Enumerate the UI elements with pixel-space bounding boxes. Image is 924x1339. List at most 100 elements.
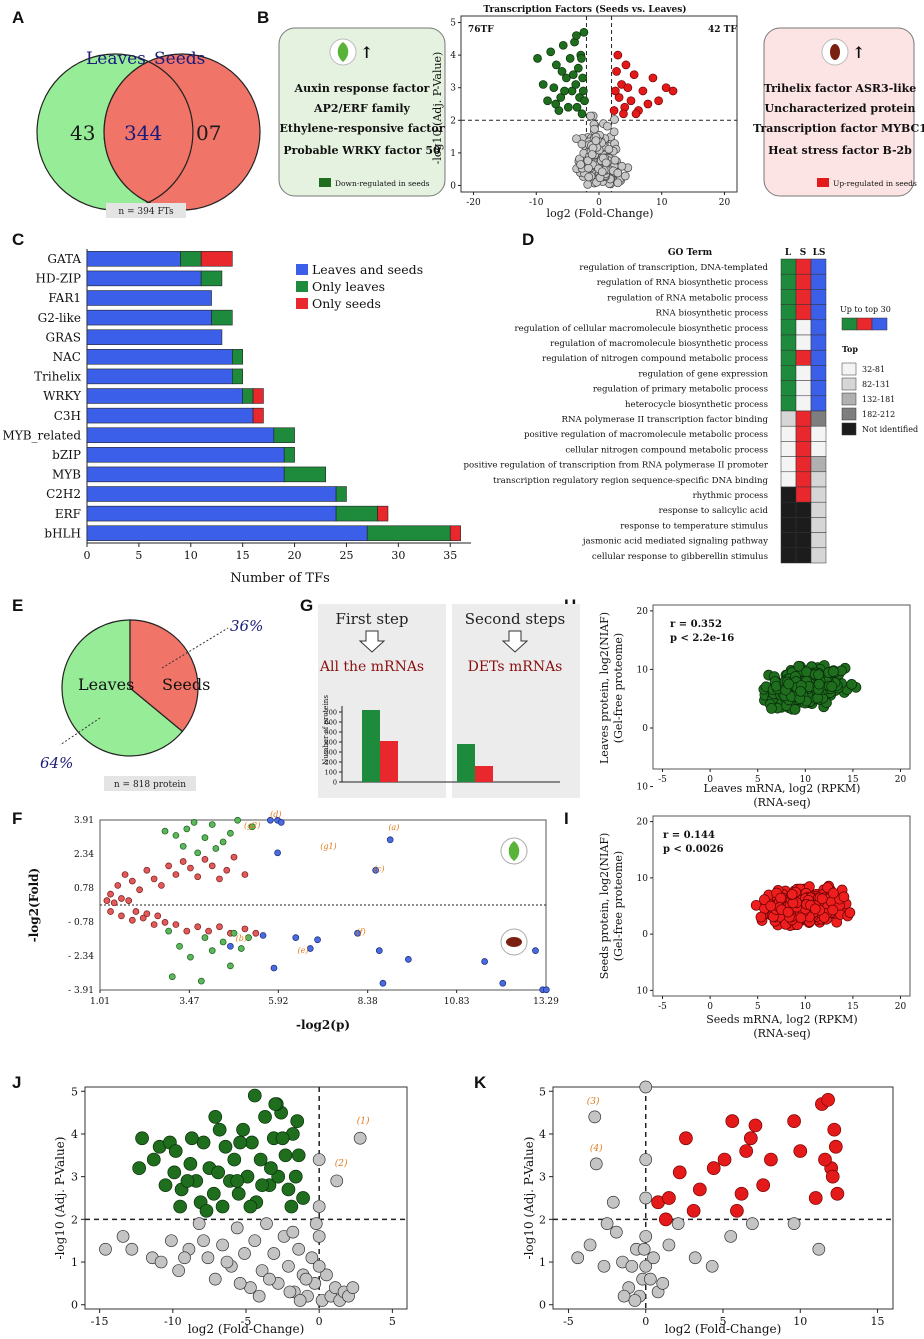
volcano-b-point-up-2 — [614, 93, 624, 102]
go-cell-5-2 — [810, 334, 827, 351]
panel_j-ytick-label-1: 1 — [71, 1256, 78, 1269]
panel_k-point-ns-30 — [637, 1242, 651, 1256]
seed-icon-f — [506, 937, 522, 947]
bar-c-xtick-label-6: 30 — [391, 549, 405, 562]
pie-leaves-label: Leaves — [78, 675, 134, 694]
go-term-8: regulation of primary metabolic process — [593, 385, 768, 395]
scatter-f-point-red-19 — [103, 897, 111, 905]
scatter-f-point-red-32 — [205, 927, 212, 935]
go-cell-4-0 — [780, 319, 797, 336]
go-cell-10-2 — [810, 410, 827, 427]
volcano-b-point-down-8 — [565, 54, 575, 63]
go-term-19: cellular response to gibberellin stimulu… — [592, 552, 768, 562]
volcano-b-xtick-label-2: 0 — [596, 198, 602, 208]
bar-chart-g: 0 100 200 300 400 500 600 700 — [325, 706, 560, 787]
volcano-b-point-ns-78 — [572, 134, 581, 144]
bar-g-ylabel: Number of proteins — [322, 695, 330, 765]
scatter-f-point-green-13 — [165, 927, 172, 935]
panel_j-point-ns-11 — [216, 1238, 229, 1252]
panel_j-point-sig-44 — [211, 1165, 226, 1180]
volcano-b-point-up-14 — [668, 86, 678, 96]
scatter-f-point-red-38 — [143, 910, 151, 918]
scatter-f-point-green-21 — [245, 934, 252, 941]
bar-g-ytick-label-5: 500 — [325, 729, 337, 737]
volcano-b-point-down-21 — [549, 83, 559, 93]
go-cell-10-0 — [780, 410, 797, 427]
go-cell-19-0 — [780, 547, 797, 564]
panel_j-point-sig-11 — [212, 1122, 227, 1137]
legend-c-label-1: Only leaves — [312, 279, 385, 294]
volcano-b-point-down-16 — [577, 109, 587, 119]
panel_k-point-sig-11 — [739, 1144, 754, 1158]
bar-c-category-12: C2H2 — [46, 487, 81, 501]
panel_h-ytick-label-3: 10 — [637, 783, 649, 793]
volcano-b-point-up-12 — [654, 96, 663, 106]
panel_j-point-ns-18 — [260, 1217, 273, 1230]
panel-letter-f: F — [12, 809, 23, 828]
go-cell-1-1 — [795, 273, 812, 290]
panel_j-point-sig-35 — [233, 1135, 247, 1150]
volcano-b-point-ns-185 — [620, 171, 630, 181]
panel_j-point-ns-49 — [312, 1259, 326, 1273]
panel_i-point-408 — [827, 904, 839, 916]
panel_k-point-sig-8 — [717, 1152, 732, 1167]
scatter-f-point-green-17 — [208, 947, 216, 955]
bar-c-xtick-label-5: 25 — [339, 549, 353, 562]
scatter-f-point-red-1 — [114, 882, 122, 889]
volcano-b-point-ns-190 — [617, 161, 627, 171]
step1-arrow-icon — [358, 630, 386, 653]
step1-subtitle: All the mRNAs — [319, 659, 424, 675]
panel_k-point-sig-7 — [706, 1161, 721, 1175]
panel_k-ytick-label-1: 1 — [539, 1256, 546, 1269]
panel_j-point-sig-18 — [245, 1135, 259, 1150]
volcano-b-point-down-20 — [543, 96, 552, 106]
volcano-b-xtick-label-3: 10 — [656, 198, 668, 208]
panel_k-point-sig-12 — [743, 1131, 758, 1146]
venn-leaves-label: Leaves — [86, 49, 146, 69]
panel_k-point-sig-13 — [748, 1118, 763, 1133]
go-cell-2-0 — [780, 289, 797, 305]
panel_k-point-sig-1 — [658, 1212, 673, 1227]
scatter-f-point-blue-5 — [274, 849, 281, 857]
panel_j-point-sig-48 — [290, 1114, 305, 1129]
panel_k-ytick-label-0: 0 — [539, 1299, 546, 1312]
panel_k-annotation-1: (4) — [590, 1143, 603, 1154]
panel-b: ↑ Auxin response factor AP2/ERF family E… — [278, 4, 924, 220]
bar-g-1-0 — [457, 744, 475, 782]
go-cell-12-0 — [780, 441, 797, 457]
panel_j-point-sig-39 — [158, 1178, 173, 1193]
bar-g-ytick-label-7: 700 — [325, 709, 337, 717]
panel-letter-c: C — [12, 230, 25, 249]
volcano-b-xlabel: log2 (Fold-Change) — [547, 207, 654, 220]
scatter-f-point-red-3 — [128, 877, 136, 885]
go-cell-19-1 — [795, 547, 812, 564]
bar-c-WRKY-1 — [242, 388, 254, 404]
scatter-f-point-green-5 — [208, 821, 216, 828]
panel_k-point-ns-16 — [644, 1272, 657, 1286]
volcano-b-point-down-1 — [538, 80, 548, 89]
bar-c-Trihelix-0 — [86, 368, 233, 385]
volcano-k-xlabel: log2 (Fold-Change) — [665, 1322, 782, 1336]
panel_k-point-ns-1 — [583, 1238, 597, 1252]
bar-c-C2H2-1 — [335, 486, 347, 502]
go-legend-label-0: 32-81 — [862, 365, 885, 374]
panel_j-point-sig-49 — [132, 1161, 147, 1175]
panel_j-annotation-1: (2) — [335, 1158, 348, 1169]
panel_i-point-375 — [775, 892, 787, 904]
scatter-f-point-red-11 — [187, 864, 194, 872]
volcano-b-point-ns-209 — [583, 180, 593, 189]
bar-c-GATA-1 — [180, 251, 202, 267]
volcano-b-point-down-27 — [578, 86, 588, 96]
panel_j-point-sig-27 — [281, 1182, 296, 1197]
pie-n-box — [104, 776, 196, 791]
panel_j-point-sig-52 — [247, 1088, 262, 1103]
bar-c-xtick-label-1: 5 — [135, 549, 142, 562]
panel_j-point-ns-50 — [330, 1174, 344, 1188]
bar-c-category-2: FAR1 — [48, 291, 81, 305]
volcano-b-point-up-17 — [631, 109, 641, 119]
panel_h-point-413 — [846, 678, 857, 690]
go-cell-14-2 — [810, 471, 827, 488]
scatter-i-plot: -5 0 5 10 15 20 20 10 0 10 — [637, 818, 907, 1012]
down-item-2: Ethylene-responsive factor — [280, 122, 445, 135]
go-cell-15-1 — [795, 486, 812, 503]
